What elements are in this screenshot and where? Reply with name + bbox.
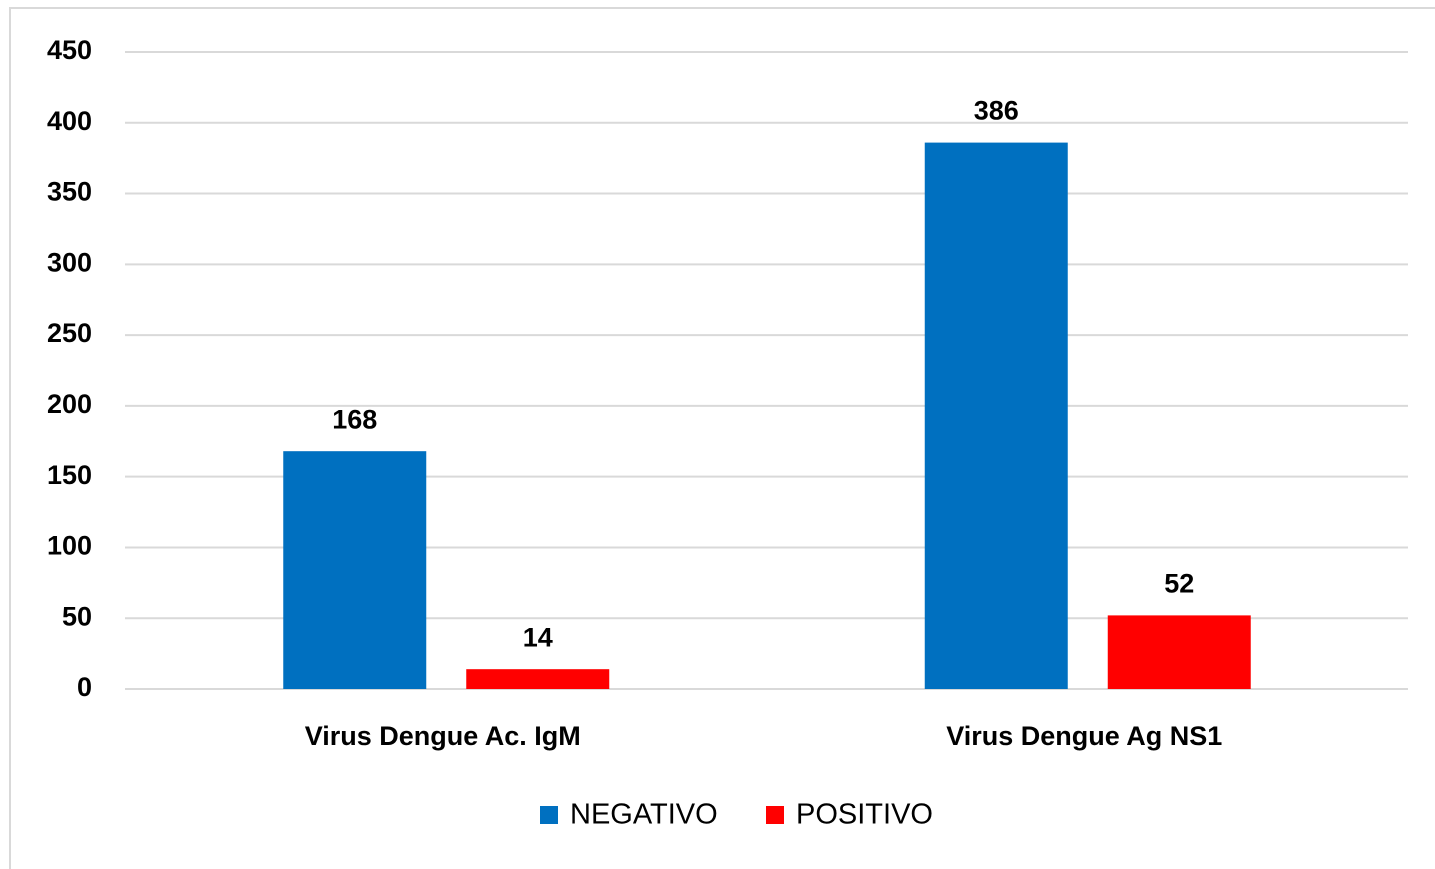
legend-swatch xyxy=(766,806,784,824)
y-tick-label: 50 xyxy=(62,601,92,631)
legend-label: NEGATIVO xyxy=(570,799,718,831)
data-label: 52 xyxy=(1164,569,1194,599)
y-tick-label: 400 xyxy=(47,106,92,136)
bar xyxy=(1107,615,1251,689)
bar xyxy=(924,142,1068,689)
y-tick-label: 200 xyxy=(47,389,92,419)
y-tick-label: 250 xyxy=(47,318,92,348)
data-label: 168 xyxy=(332,404,377,434)
x-tick-label: Virus Dengue Ac. IgM xyxy=(305,721,581,751)
chart-frame xyxy=(9,7,1435,869)
y-tick-label: 150 xyxy=(47,460,92,490)
legend-label: POSITIVO xyxy=(796,799,933,831)
data-label: 386 xyxy=(974,96,1019,126)
bar xyxy=(466,669,610,689)
x-tick-label: Virus Dengue Ag NS1 xyxy=(946,721,1222,751)
y-tick-label: 450 xyxy=(47,35,92,65)
y-tick-label: 0 xyxy=(77,672,92,702)
y-tick-label: 100 xyxy=(47,531,92,561)
y-tick-label: 350 xyxy=(47,177,92,207)
bar xyxy=(283,451,427,689)
legend-swatch xyxy=(540,806,558,824)
data-label: 14 xyxy=(523,622,553,652)
y-tick-label: 300 xyxy=(47,247,92,277)
